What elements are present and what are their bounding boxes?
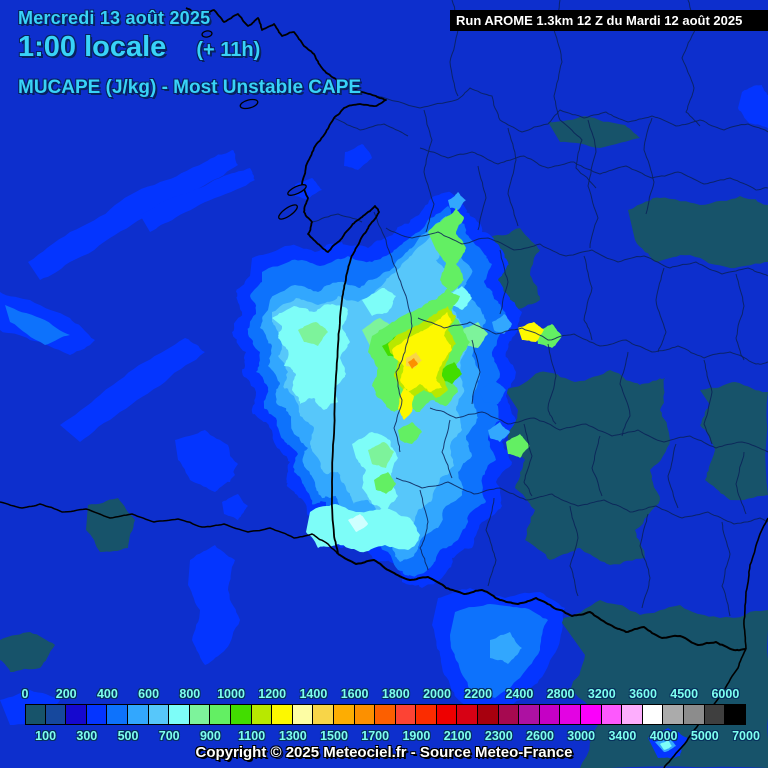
cape-region — [440, 362, 462, 384]
cape-region — [506, 434, 530, 458]
model-run-label: Run AROME 1.3km 12 Z du Mardi 12 août 20… — [456, 13, 743, 28]
border-line — [311, 213, 363, 223]
border-line — [667, 443, 679, 509]
cape-region — [478, 380, 506, 405]
map-header: Mercredi 13 août 2025 1:00 locale (+ 11h… — [18, 8, 361, 99]
cape-field-layer — [0, 85, 768, 768]
border-line — [591, 435, 603, 497]
border-line — [423, 109, 435, 233]
island — [278, 204, 298, 220]
cape-region — [488, 422, 510, 442]
forecast-local-time: 1:00 locale — [18, 31, 167, 63]
border-line — [477, 165, 487, 231]
cape-region — [140, 168, 255, 232]
parameter-title: MUCAPE (J/kg) - Most Unstable CAPE — [18, 77, 362, 98]
border-line — [507, 127, 519, 227]
cape-region — [492, 314, 512, 334]
cape-region — [60, 338, 205, 442]
island — [201, 30, 213, 38]
forecast-date: Mercredi 13 août 2025 — [18, 8, 211, 28]
border-line — [419, 147, 768, 191]
department-borders-layer — [311, 0, 768, 617]
cape-region — [0, 632, 55, 672]
cape-region — [298, 322, 328, 346]
border-line — [471, 339, 481, 405]
cape-region — [348, 514, 368, 532]
border-line — [735, 451, 747, 515]
cape-region — [398, 388, 414, 420]
cape-region — [490, 632, 522, 664]
border-line — [743, 517, 768, 650]
cape-region — [660, 740, 672, 750]
cape-region — [272, 304, 350, 410]
border-line — [523, 423, 533, 497]
island — [287, 184, 307, 196]
model-run-box: Run AROME 1.3km 12 Z du Mardi 12 août 20… — [450, 10, 768, 31]
cape-region — [28, 150, 238, 280]
border-line — [395, 477, 768, 525]
border-line — [587, 119, 599, 249]
border-line — [643, 117, 655, 215]
cape-region — [362, 288, 396, 316]
border-line — [583, 255, 593, 341]
copyright-line: Copyright © 2025 Meteociel.fr - Source M… — [195, 744, 573, 761]
border-line — [499, 249, 509, 315]
border-line — [485, 497, 497, 587]
border-line — [373, 211, 413, 453]
cape-region — [368, 442, 394, 468]
cape-region — [374, 472, 396, 494]
cape-region — [392, 312, 452, 392]
border-line — [703, 359, 713, 445]
border-line — [429, 407, 768, 453]
cape-region — [548, 116, 640, 148]
cape-region — [448, 192, 466, 210]
border-line — [735, 273, 745, 361]
border-line — [553, 0, 597, 189]
cape-region — [398, 422, 422, 444]
border-line — [655, 267, 667, 353]
border-line — [417, 317, 768, 365]
border-line — [441, 419, 453, 479]
border-line — [385, 227, 768, 277]
cape-region — [344, 144, 372, 170]
cape-region — [738, 85, 768, 128]
border-line — [419, 489, 429, 571]
cape-region — [175, 430, 235, 492]
border-line — [547, 343, 557, 425]
border-line — [333, 117, 409, 137]
forecast-hour-offset: (+ 11h) — [196, 39, 261, 61]
cape-region — [188, 545, 240, 665]
cape-region — [222, 494, 248, 520]
forecast-time-row: 1:00 locale (+ 11h) — [18, 31, 361, 64]
cape-region — [428, 208, 466, 292]
border-line — [337, 553, 747, 652]
border-line — [375, 87, 768, 133]
border-line — [0, 501, 339, 555]
cape-region — [5, 305, 70, 345]
border-line — [721, 521, 731, 617]
border-line — [185, 7, 387, 555]
border-line — [569, 505, 579, 597]
cape-region — [408, 358, 418, 369]
cape-region — [628, 196, 768, 269]
coastline-layer — [0, 7, 768, 768]
island — [239, 98, 259, 110]
cape-region — [86, 498, 135, 552]
border-line — [639, 513, 651, 609]
cape-region — [700, 382, 768, 501]
border-line — [619, 351, 631, 437]
